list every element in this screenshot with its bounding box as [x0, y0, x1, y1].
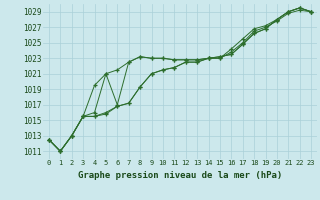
X-axis label: Graphe pression niveau de la mer (hPa): Graphe pression niveau de la mer (hPa): [78, 171, 282, 180]
